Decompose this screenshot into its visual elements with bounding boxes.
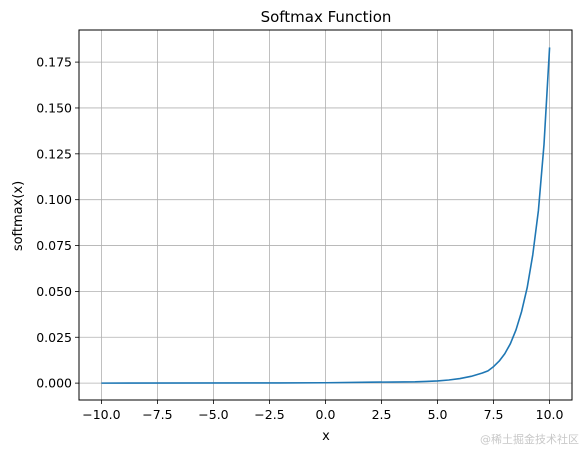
y-axis-title: softmax(x): [11, 181, 26, 251]
x-tick-label: −7.5: [142, 407, 172, 422]
ticks: −10.0 −7.5 −5.0 −2.5 0.0 2.5 5.0 7.5 10.0 0.000 0.…: [36, 55, 563, 422]
x-tick-label: −5.0: [198, 407, 228, 422]
x-tick-label: 0.0: [316, 407, 336, 422]
x-tick-label: 5.0: [428, 407, 448, 422]
x-tick-label: 2.5: [372, 407, 392, 422]
series-layer: [101, 47, 551, 384]
x-tick-label: 7.5: [484, 407, 504, 422]
chart-title: Softmax Function: [261, 8, 392, 26]
y-tick-label: 0.050: [36, 284, 72, 299]
x-axis-title: x: [322, 429, 330, 444]
y-tick-label: 0.125: [36, 146, 72, 161]
y-tick-label: 0.075: [36, 238, 72, 253]
x-tick-label: −10.0: [82, 407, 120, 422]
y-tick-label: 0.150: [36, 100, 72, 115]
grid-lines: [79, 30, 572, 400]
y-tick-label: 0.100: [36, 192, 72, 207]
x-tick-label: −2.5: [254, 407, 284, 422]
watermark-text: @稀土掘金技术社区: [480, 433, 579, 446]
x-tick-label: 10.0: [536, 407, 564, 422]
y-tick-label: 0.025: [36, 330, 72, 345]
y-tick-label: 0.000: [36, 376, 72, 391]
softmax-series-line: [101, 47, 551, 384]
y-tick-label: 0.175: [36, 55, 72, 70]
